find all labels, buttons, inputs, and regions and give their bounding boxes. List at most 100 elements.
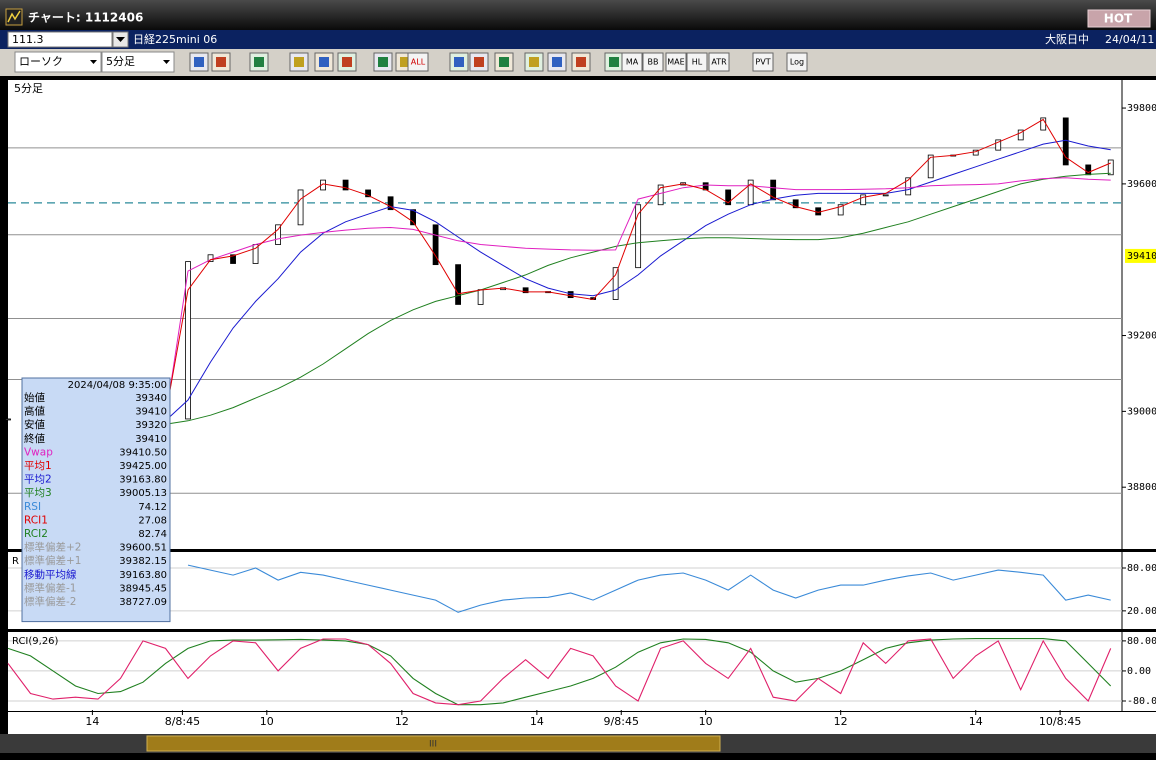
- info-label: 終値: [24, 432, 45, 445]
- tool-icon[interactable]: [407, 52, 429, 72]
- style-select[interactable]: [14, 51, 102, 73]
- info-value: 39410: [135, 434, 167, 445]
- symbol-name: 日経225mini 06: [133, 33, 217, 46]
- indicator-line: [165, 118, 1111, 416]
- tool-icon-label[interactable]: ALL: [411, 58, 426, 67]
- tool-icon-label[interactable]: MAE: [667, 58, 684, 67]
- info-value: 39410.50: [119, 447, 167, 458]
- tool-icon-label[interactable]: BB: [648, 58, 659, 67]
- info-label: 始値: [24, 391, 45, 404]
- code-text[interactable]: 111.3: [12, 33, 44, 46]
- style-select-text[interactable]: ローソク: [19, 55, 63, 68]
- candle: [297, 189, 304, 226]
- tool-icon[interactable]: [642, 52, 664, 72]
- info-value: 38727.09: [119, 597, 167, 608]
- candle: [770, 179, 777, 201]
- tool-icon-label[interactable]: MA: [626, 58, 639, 67]
- tool-icon[interactable]: [786, 52, 808, 72]
- tool-icon-label[interactable]: Log: [790, 58, 804, 67]
- candle: [792, 199, 799, 209]
- info-label: RCI2: [24, 528, 48, 540]
- info-value: 39340: [135, 393, 167, 404]
- candle: [230, 254, 236, 264]
- interval-select[interactable]: [101, 51, 175, 73]
- info-label: 移動平均線: [24, 568, 77, 581]
- symbol-bar: [0, 30, 1156, 49]
- info-value: 39382.15: [119, 556, 167, 567]
- y-tick-label: -80.00: [1127, 696, 1156, 707]
- candle: [860, 194, 867, 206]
- tool-icon-label[interactable]: ATR: [711, 58, 727, 67]
- tool-icon-label[interactable]: PVT: [755, 58, 770, 67]
- y-tick-label: 38800: [1127, 482, 1156, 493]
- scroll-thumb[interactable]: [146, 735, 721, 752]
- info-label: Vwap: [24, 446, 53, 458]
- tool-icon-glyph: [529, 57, 539, 67]
- candle: [365, 189, 371, 198]
- info-box: 2024/04/08 9:35:00 始値 39340 高値 39410 安値 39320 終…: [21, 377, 171, 623]
- code-input[interactable]: [7, 31, 113, 48]
- candle: [5, 418, 11, 421]
- info-label: 標準偏差+1: [24, 554, 81, 567]
- candle: [1017, 129, 1024, 141]
- candle: [905, 177, 912, 196]
- dropdown-arrow: [163, 60, 170, 64]
- candle: [432, 224, 439, 266]
- candle: [995, 139, 1002, 151]
- tool-icon-label[interactable]: HL: [692, 58, 703, 67]
- tool-icon-glyph: [609, 57, 619, 67]
- info-value: 82.74: [138, 529, 167, 540]
- candle: [1107, 159, 1114, 176]
- candle: [455, 264, 462, 305]
- info-value: 39005.13: [119, 488, 167, 499]
- tool-icon-glyph: [254, 57, 264, 67]
- candle: [657, 184, 664, 206]
- indicator-line: [165, 139, 1111, 422]
- panel-title: RCI(9,26): [12, 636, 59, 647]
- interval-select-text[interactable]: 5分足: [106, 55, 135, 68]
- hot-button[interactable]: [1087, 9, 1151, 28]
- thumb-grip: III: [429, 740, 437, 750]
- app-icon-glyph: [7, 10, 21, 23]
- hot-label[interactable]: HOT: [1104, 12, 1133, 26]
- x-axis-band: [8, 712, 1156, 734]
- info-label: 標準偏差+2: [24, 541, 81, 554]
- tool-icon-glyph: [216, 57, 226, 67]
- candle: [837, 204, 844, 216]
- tool-icon-glyph: [474, 57, 484, 67]
- tool-icon[interactable]: [621, 52, 643, 72]
- x-tick-label: 12: [834, 715, 848, 728]
- info-label: 標準偏差-2: [24, 595, 76, 608]
- x-tick-label: 14: [969, 715, 983, 728]
- tool-icon-glyph: [454, 57, 464, 67]
- y-tick-label: 80.00: [1127, 563, 1156, 574]
- info-label: 平均3: [24, 487, 52, 499]
- y-tick-label: 39200: [1127, 331, 1156, 342]
- x-tick-label: 14: [530, 715, 544, 728]
- y-tick-label: 39600: [1127, 179, 1156, 190]
- y-tick-label: 39000: [1127, 406, 1156, 417]
- window-title: チャート: 1112406: [28, 11, 143, 25]
- candle: [275, 224, 281, 245]
- tool-icon[interactable]: [708, 52, 730, 72]
- current-price-label: 39410: [1127, 251, 1156, 262]
- info-label: 平均1: [24, 460, 52, 472]
- tool-icons: ALL MA BB MAE HL ATR PVT Log: [189, 52, 808, 72]
- tool-icon-glyph: [552, 57, 562, 67]
- x-tick-label: 10: [260, 715, 274, 728]
- info-value: 39163.80: [119, 570, 167, 581]
- candle: [410, 209, 416, 226]
- info-label: RCI1: [24, 514, 48, 526]
- panel-label: 5分足: [14, 82, 43, 95]
- info-value: 39425.00: [119, 461, 167, 472]
- tool-icon-glyph: [194, 57, 204, 67]
- rci-panel: [8, 632, 1156, 711]
- tool-icon[interactable]: [665, 52, 687, 72]
- tool-icon[interactable]: [686, 52, 708, 72]
- tool-icon[interactable]: [752, 52, 774, 72]
- x-tick-label: 10/8:45: [1039, 715, 1081, 728]
- panel-title: R: [12, 556, 19, 567]
- title-bar: [0, 0, 1156, 30]
